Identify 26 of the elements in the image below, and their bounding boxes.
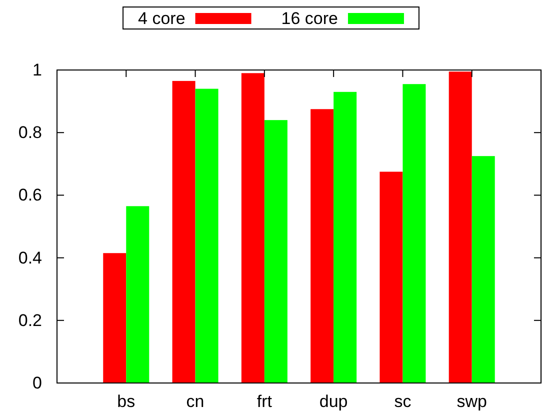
bar (310, 109, 334, 383)
x-tick-label: cn (186, 392, 204, 412)
legend-label: 16 core (281, 9, 338, 28)
x-tick-label: swp (456, 392, 487, 412)
bar (402, 84, 426, 383)
y-tick-label: 0 (32, 373, 42, 392)
x-tick-label: dup (319, 392, 348, 412)
y-tick-label: 0.6 (18, 186, 42, 205)
bar (172, 80, 196, 383)
y-tick-label: 0.2 (18, 310, 42, 330)
bar (334, 92, 357, 383)
bar (103, 253, 126, 383)
bar (126, 206, 150, 383)
bar (448, 72, 472, 383)
x-tick-label: bs (117, 392, 136, 412)
x-tick-label: sc (394, 392, 412, 412)
y-tick-label: 0.8 (18, 123, 42, 142)
x-tick-label: frt (256, 392, 272, 412)
bar (195, 88, 218, 383)
bar (472, 156, 495, 383)
bar (380, 172, 403, 383)
y-tick-label: 1 (32, 60, 42, 80)
bar (264, 120, 288, 383)
y-tick-label: 0.4 (18, 248, 42, 268)
legend-label: 4 core (138, 9, 186, 28)
bar (241, 73, 264, 383)
